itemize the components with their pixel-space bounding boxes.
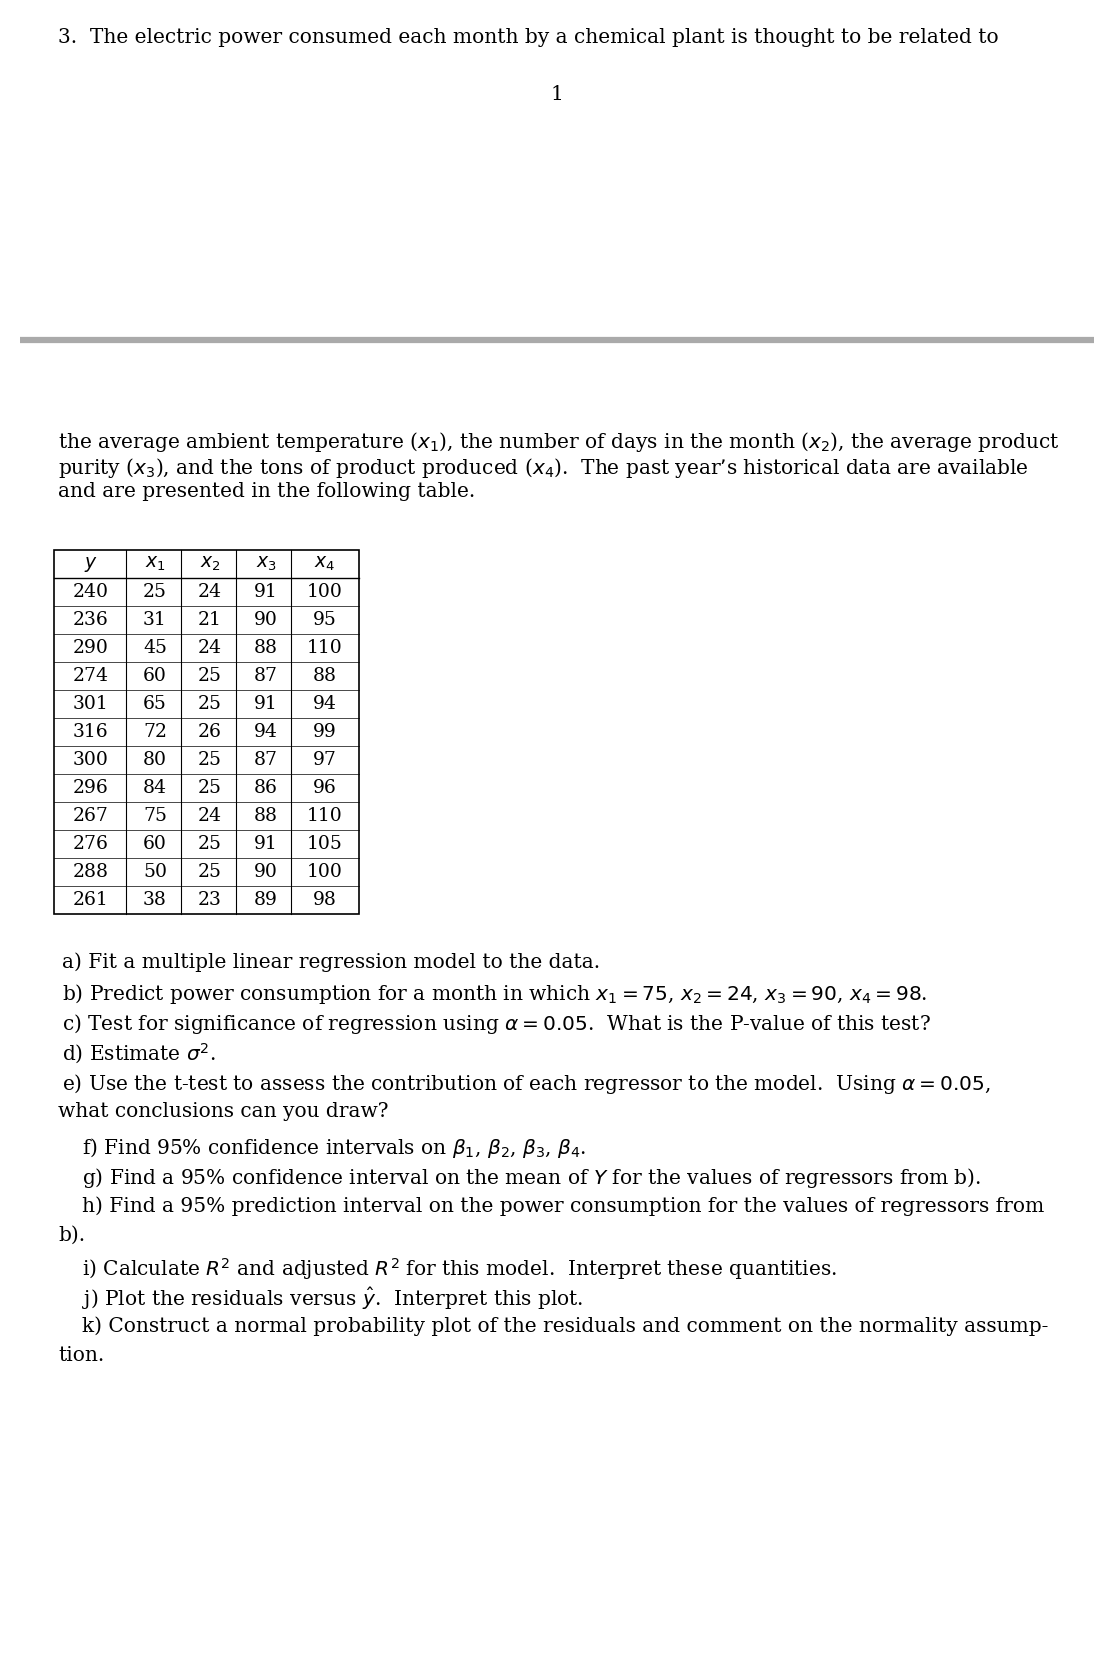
Text: 267: 267 [72, 807, 108, 825]
Text: 97: 97 [313, 752, 336, 768]
Text: 60: 60 [143, 835, 167, 854]
Text: 25: 25 [198, 752, 222, 768]
Text: 301: 301 [72, 695, 108, 713]
Text: 110: 110 [307, 807, 343, 825]
Text: 105: 105 [307, 835, 343, 854]
Text: 84: 84 [143, 778, 167, 797]
Text: f) Find 95% confidence intervals on $\beta_1$, $\beta_2$, $\beta_3$, $\beta_4$.: f) Find 95% confidence intervals on $\be… [82, 1135, 586, 1160]
Text: $x_3$: $x_3$ [255, 555, 276, 573]
Text: tion.: tion. [58, 1345, 105, 1365]
Text: 1: 1 [550, 85, 564, 103]
Text: h) Find a 95% prediction interval on the power consumption for the values of reg: h) Find a 95% prediction interval on the… [82, 1195, 1044, 1215]
Text: 300: 300 [72, 752, 108, 768]
Text: 290: 290 [72, 638, 108, 657]
Text: what conclusions can you draw?: what conclusions can you draw? [58, 1102, 389, 1120]
Text: i) Calculate $R^2$ and adjusted $R^2$ for this model.  Interpret these quantitie: i) Calculate $R^2$ and adjusted $R^2$ fo… [82, 1255, 837, 1282]
Text: 88: 88 [254, 807, 278, 825]
Text: 65: 65 [143, 695, 167, 713]
Text: $x_2$: $x_2$ [199, 555, 221, 573]
Text: 91: 91 [254, 835, 277, 854]
Text: 25: 25 [198, 864, 222, 880]
Text: 25: 25 [198, 778, 222, 797]
Text: $y$: $y$ [84, 555, 97, 573]
Text: 21: 21 [198, 612, 222, 628]
Text: 25: 25 [198, 667, 222, 685]
Text: 50: 50 [143, 864, 167, 880]
Text: 87: 87 [254, 667, 278, 685]
Text: $x_1$: $x_1$ [145, 555, 165, 573]
Text: 86: 86 [254, 778, 277, 797]
Text: 87: 87 [254, 752, 278, 768]
Text: $x_4$: $x_4$ [314, 555, 335, 573]
Text: 100: 100 [307, 583, 343, 602]
Text: 90: 90 [254, 612, 277, 628]
Text: g) Find a 95% confidence interval on the mean of $Y$ for the values of regressor: g) Find a 95% confidence interval on the… [82, 1165, 981, 1190]
Text: 261: 261 [72, 890, 108, 909]
Text: 25: 25 [198, 835, 222, 854]
Text: 3.  The electric power consumed each month by a chemical plant is thought to be : 3. The electric power consumed each mont… [58, 28, 998, 47]
Text: 24: 24 [198, 807, 222, 825]
Text: 110: 110 [307, 638, 343, 657]
Text: e) Use the t-test to assess the contribution of each regressor to the model.  Us: e) Use the t-test to assess the contribu… [62, 1072, 990, 1095]
Text: 95: 95 [313, 612, 336, 628]
Text: 23: 23 [198, 890, 222, 909]
Text: 25: 25 [143, 583, 167, 602]
Text: 240: 240 [72, 583, 108, 602]
Text: 31: 31 [143, 612, 167, 628]
Text: c) Test for significance of regression using $\alpha = 0.05$.  What is the P-val: c) Test for significance of regression u… [62, 1012, 931, 1035]
Text: 60: 60 [143, 667, 167, 685]
Text: 98: 98 [313, 890, 336, 909]
Text: j) Plot the residuals versus $\hat{y}$.  Interpret this plot.: j) Plot the residuals versus $\hat{y}$. … [82, 1285, 584, 1312]
Text: 316: 316 [72, 723, 108, 742]
Text: the average ambient temperature ($x_1$), the number of days in the month ($x_2$): the average ambient temperature ($x_1$),… [58, 430, 1059, 453]
Text: k) Construct a normal probability plot of the residuals and comment on the norma: k) Construct a normal probability plot o… [82, 1315, 1048, 1335]
Text: 45: 45 [143, 638, 167, 657]
Text: 94: 94 [254, 723, 277, 742]
Text: 288: 288 [72, 864, 108, 880]
Text: 75: 75 [143, 807, 167, 825]
Text: 89: 89 [254, 890, 277, 909]
Text: purity ($x_3$), and the tons of product produced ($x_4$).  The past year’s histo: purity ($x_3$), and the tons of product … [58, 457, 1029, 480]
Text: b) Predict power consumption for a month in which $x_1 = 75$, $x_2 = 24$, $x_3 =: b) Predict power consumption for a month… [62, 982, 928, 1005]
Text: 72: 72 [143, 723, 167, 742]
Text: 274: 274 [72, 667, 108, 685]
Text: 26: 26 [198, 723, 222, 742]
Text: d) Estimate $\sigma^2$.: d) Estimate $\sigma^2$. [62, 1042, 216, 1067]
Text: b).: b). [58, 1225, 85, 1245]
Text: 94: 94 [313, 695, 336, 713]
Text: a) Fit a multiple linear regression model to the data.: a) Fit a multiple linear regression mode… [62, 952, 600, 972]
Text: 25: 25 [198, 695, 222, 713]
Text: 24: 24 [198, 638, 222, 657]
Text: 88: 88 [254, 638, 278, 657]
Bar [53, 550, 359, 914]
Text: 96: 96 [313, 778, 336, 797]
Text: 38: 38 [143, 890, 167, 909]
Text: 24: 24 [198, 583, 222, 602]
Text: 88: 88 [313, 667, 338, 685]
Text: 99: 99 [313, 723, 336, 742]
Text: 80: 80 [143, 752, 167, 768]
Text: 100: 100 [307, 864, 343, 880]
Text: 91: 91 [254, 695, 277, 713]
Text: 236: 236 [72, 612, 108, 628]
Text: 90: 90 [254, 864, 277, 880]
Text: 91: 91 [254, 583, 277, 602]
Text: 276: 276 [72, 835, 108, 854]
Text: and are presented in the following table.: and are presented in the following table… [58, 482, 476, 502]
Text: 296: 296 [72, 778, 108, 797]
